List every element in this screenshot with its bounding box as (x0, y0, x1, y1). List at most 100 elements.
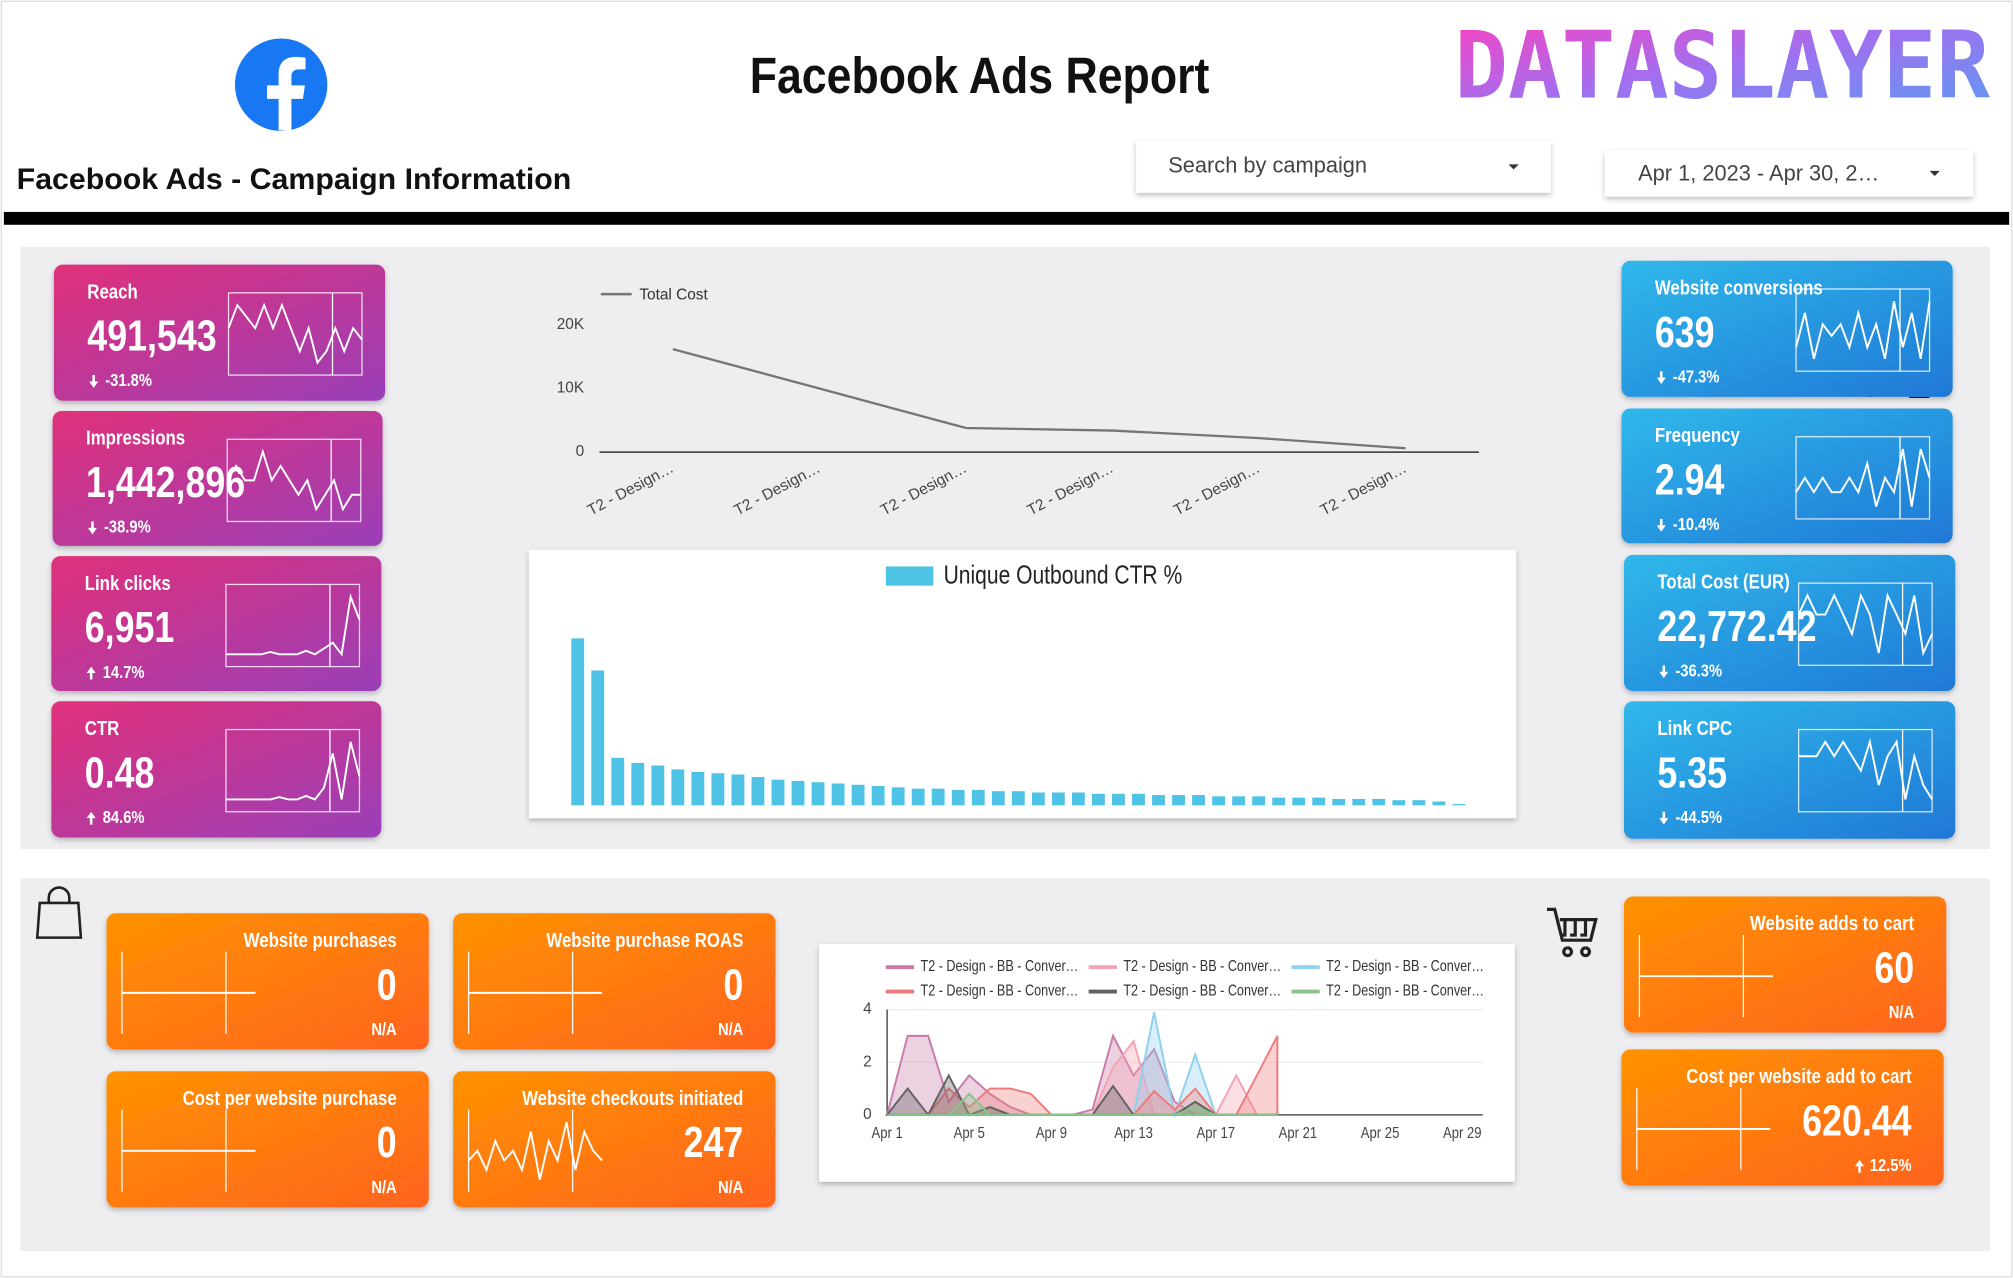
bar (1192, 795, 1205, 806)
campaign-dropdown[interactable] (1136, 141, 1551, 193)
kpi-value: 0 (723, 961, 743, 1009)
kpi-value: 0 (377, 961, 397, 1009)
dropdown-caret (1508, 164, 1519, 170)
bar (671, 769, 685, 806)
kpi-change: 14.7% (103, 662, 145, 682)
kpi-change-group: N/A (718, 1020, 743, 1040)
bar (711, 773, 725, 806)
campaign-dropdown-text: Search by campaign (1168, 153, 1367, 178)
sparkline-frame (225, 583, 361, 668)
bar (771, 779, 785, 806)
kpi-label: Website conversions (1655, 276, 1823, 299)
kpi-change-group: N/A (371, 1020, 396, 1040)
kpi-value-group: 0 (723, 961, 743, 1009)
kpi-value: 639 (1655, 308, 1715, 356)
kpi-label-group: Cost per website add to cart (1686, 1064, 1912, 1087)
kpi-label: Reach (87, 280, 137, 303)
date-dropdown-text: Apr 1, 2023 - Apr 30, 2… (1638, 160, 1879, 185)
kpi-label-group: Link clicks (85, 571, 171, 594)
sparkline (227, 302, 363, 365)
bar (651, 765, 665, 806)
kpi-label: Impressions (86, 426, 185, 449)
kpi-label: CTR (85, 716, 120, 739)
kpi-card (1621, 408, 1953, 544)
sparkline-frame (1797, 582, 1933, 666)
y-tick-label: 0 (576, 443, 585, 460)
sparkline-frame (1795, 288, 1931, 372)
kpi-value-group: 639 (1655, 308, 1715, 356)
kpi-card (1621, 1049, 1944, 1186)
kpi-value: 60 (1874, 944, 1914, 992)
legend-label: T2 - Design - BB - Conver… (1326, 957, 1484, 975)
bar (1372, 798, 1386, 806)
bar (1112, 793, 1125, 806)
section-title: Facebook Ads - Campaign Information (17, 163, 572, 196)
facebook-f (267, 56, 306, 132)
date-dropdown[interactable] (1604, 150, 1974, 197)
kpi-label: Total Cost (EUR) (1657, 570, 1789, 593)
bar (1292, 797, 1306, 806)
sparkline-frame (225, 728, 361, 813)
kpi-label-group: Reach (87, 280, 137, 303)
bar (751, 777, 765, 806)
kpi-label-group: Website adds to cart (1750, 912, 1915, 935)
trend-arrow (86, 666, 96, 680)
kpi-label-group: Website purchases (244, 928, 397, 951)
kpi-change-group: N/A (718, 1178, 743, 1198)
x-tick-label: Apr 9 (1036, 1125, 1067, 1142)
kpi-change-group: 84.6% (103, 808, 145, 828)
trend-arrow (86, 811, 96, 825)
kpi-card (453, 1071, 776, 1208)
kpi-value: 5.35 (1657, 749, 1727, 797)
kpi-card (51, 701, 382, 838)
bar (1051, 792, 1065, 806)
brand-logo: DATASLAYER (1455, 11, 1991, 119)
kpi-label: Cost per website purchase (183, 1086, 397, 1109)
kpi-change: -10.4% (1673, 515, 1720, 535)
bar (1352, 798, 1366, 806)
legend-group: Unique Outbound CTR % (944, 561, 1183, 589)
bar (1432, 801, 1446, 806)
bar (1011, 791, 1025, 806)
x-tick-group: Apr 25 (1361, 1125, 1400, 1142)
bar (1031, 792, 1045, 806)
kpi-value: 1,442,896 (86, 459, 245, 507)
dropdown-caret (1929, 170, 1940, 176)
kpi-label-group: Frequency (1655, 424, 1741, 447)
sparkline (226, 448, 361, 512)
kpi-value: 0.48 (85, 749, 155, 797)
x-tick-group: Apr 17 (1196, 1125, 1235, 1142)
sparkline (1798, 738, 1933, 800)
kpi-value-group: 22,772.42 (1657, 603, 1816, 651)
kpi-change-group: -31.8% (105, 371, 152, 391)
kpi-change: N/A (1889, 1003, 1914, 1023)
bar (931, 788, 945, 806)
bar (911, 788, 925, 806)
legend-group: T2 - Design - BB - Conver… (1326, 981, 1484, 999)
bar (1092, 793, 1105, 806)
kpi-value: 2.94 (1655, 456, 1725, 504)
kpi-value-group: 0 (377, 1119, 397, 1167)
kpi-change: -38.9% (104, 517, 151, 537)
bar (1132, 793, 1145, 806)
kpi-label: Frequency (1655, 424, 1741, 447)
bar (1412, 800, 1426, 806)
kpi-label: Link clicks (85, 571, 171, 594)
kpi-value-group: 0.48 (85, 749, 155, 797)
bar (631, 762, 645, 806)
x-tick-label: Apr 1 (871, 1125, 902, 1142)
kpi-change: N/A (371, 1020, 396, 1040)
kpi-card (51, 556, 382, 692)
kpi-card (106, 1071, 429, 1208)
sparkline (1795, 448, 1931, 507)
legend-group: T2 - Design - BB - Conver… (920, 981, 1078, 999)
kpi-change-group: -36.3% (1675, 661, 1722, 681)
kpi-change-group: -10.4% (1673, 515, 1720, 535)
report-title: Facebook Ads Report (750, 47, 1210, 104)
legend-group: T2 - Design - BB - Conver… (920, 957, 1078, 975)
kpi-change-group: -44.5% (1675, 808, 1722, 828)
bar (951, 789, 965, 806)
kpi-card (453, 913, 776, 1050)
kpi-change-group: N/A (1889, 1003, 1914, 1023)
